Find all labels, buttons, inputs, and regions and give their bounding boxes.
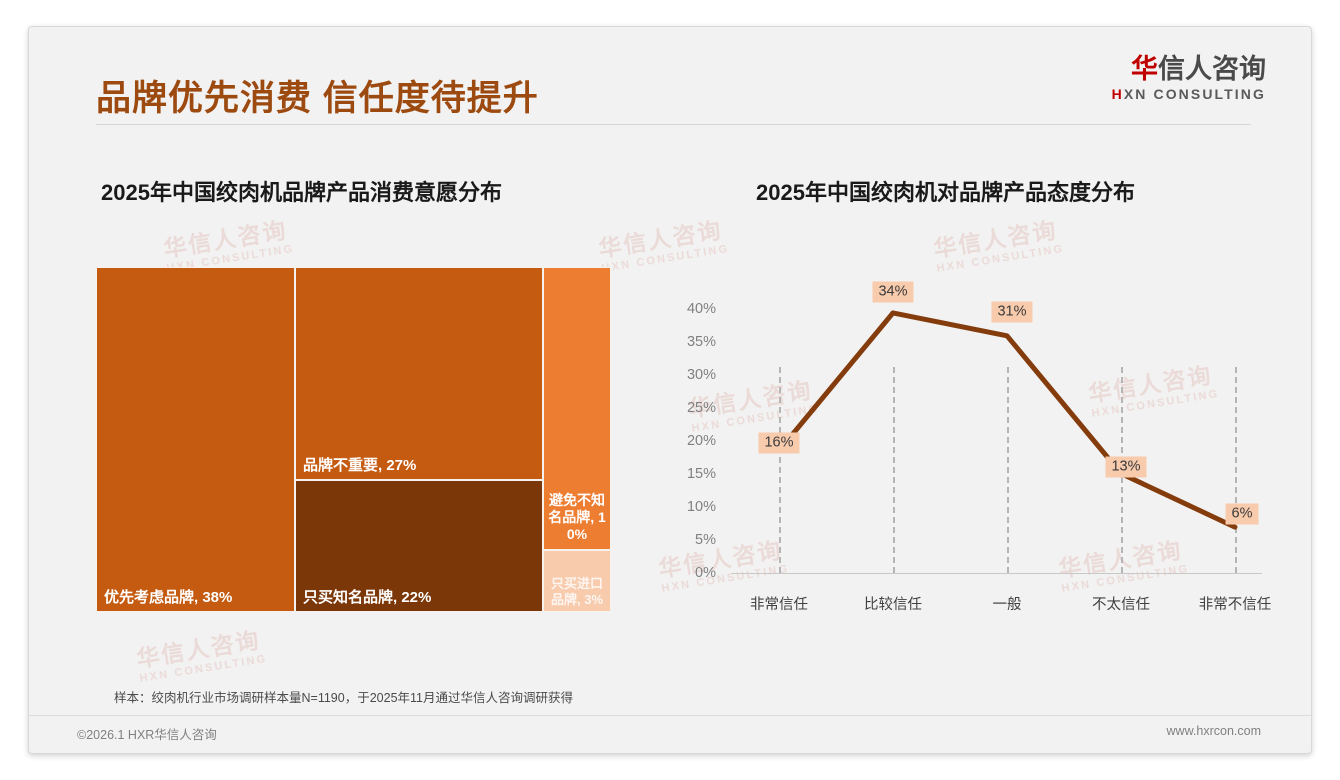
left-chart-title: 2025年中国绞肉机品牌产品消费意愿分布 (101, 180, 502, 205)
page-title: 品牌优先消费 信任度待提升 (96, 79, 539, 118)
treemap-cell-label: 优先考虑品牌, 38% (104, 589, 233, 606)
y-axis-tick: 10% (686, 499, 716, 515)
gridline-vertical (893, 367, 895, 573)
data-label: 34% (872, 281, 914, 303)
y-axis-tick: 30% (686, 367, 716, 383)
gridline-vertical (779, 367, 781, 573)
sample-footnote: 样本：绞肉机行业市场调研样本量N=1190，于2025年11月通过华信人咨询调研… (114, 691, 573, 705)
y-axis-tick: 5% (695, 532, 716, 548)
data-label: 31% (991, 301, 1033, 323)
data-label: 13% (1105, 456, 1147, 478)
website-url[interactable]: www.hxrcon.com (1166, 724, 1261, 738)
treemap-cell-label: 避免不知名品牌, 10% (548, 491, 606, 542)
x-axis-tick: 比较信任 (864, 597, 922, 613)
y-axis-tick: 40% (686, 301, 716, 317)
copyright-text: ©2026.1 HXR华信人咨询 (77, 728, 217, 742)
right-chart-title: 2025年中国绞肉机对品牌产品态度分布 (756, 180, 1135, 205)
watermark-cn: 华信人咨询 (161, 216, 290, 263)
x-axis-tick: 不太信任 (1092, 597, 1150, 613)
header-divider (96, 124, 1251, 125)
line-chart: 40% 35% 30% 25% 20% 15% 10% 5% 0% 16% 34… (654, 267, 1274, 613)
footer-divider (29, 715, 1311, 716)
x-axis-tick: 非常不信任 (1198, 597, 1272, 613)
watermark-cn: 华信人咨询 (134, 626, 263, 673)
y-axis-tick: 15% (686, 466, 716, 482)
slide-canvas: 品牌优先消费 信任度待提升 华信人咨询 HXN CONSULTING 2025年… (28, 26, 1312, 754)
x-axis-tick: 一般 (992, 597, 1022, 613)
y-axis-tick: 35% (686, 334, 716, 350)
watermark-cn: 华信人咨询 (931, 216, 1060, 263)
watermark-cn: 华信人咨询 (596, 216, 725, 263)
logo-hx-glyph: 华 (1131, 54, 1158, 84)
company-logo: 华信人咨询 HXN CONSULTING (1112, 56, 1266, 102)
gridline-vertical (1235, 367, 1237, 573)
data-label: 16% (758, 432, 800, 454)
treemap-cell-label: 只买进口品牌, 3% (550, 576, 603, 608)
treemap-cell-label: 只买知名品牌, 22% (303, 589, 432, 606)
y-axis-tick: 25% (686, 400, 716, 416)
y-axis-tick: 0% (695, 565, 716, 581)
logo-cn-rest: 信人咨询 (1158, 54, 1266, 84)
watermark-en: HXN CONSULTING (138, 652, 269, 685)
treemap-cell-priority-brand[interactable]: 优先考虑品牌, 38% (96, 267, 295, 612)
treemap-cell-famous-brand-only[interactable]: 只买知名品牌, 22% (295, 480, 543, 612)
data-label: 6% (1225, 503, 1259, 525)
watermark: 华信人咨询 HXN CONSULTING (135, 627, 268, 685)
y-axis-tick: 20% (686, 433, 716, 449)
treemap-chart: 优先考虑品牌, 38% 品牌不重要, 27% 只买知名品牌, 22% 避免不知名… (96, 267, 611, 612)
treemap-cell-avoid-unknown-brand[interactable]: 避免不知名品牌, 10% (543, 267, 611, 550)
logo-english-text: HXN CONSULTING (1112, 87, 1266, 101)
logo-chinese-text: 华信人咨询 (1112, 56, 1266, 83)
treemap-cell-imported-brand-only[interactable]: 只买进口品牌, 3% (543, 550, 611, 612)
logo-en-hx: H (1111, 86, 1124, 102)
treemap-cell-brand-unimportant[interactable]: 品牌不重要, 27% (295, 267, 543, 480)
treemap-cell-label: 品牌不重要, 27% (303, 457, 417, 474)
x-axis-tick: 非常信任 (750, 597, 808, 613)
line-series-path (776, 310, 1238, 530)
logo-en-rest: XN CONSULTING (1123, 86, 1266, 102)
gridline-vertical (1007, 367, 1009, 573)
x-axis-line (732, 573, 1262, 574)
line-series-svg (776, 310, 1238, 530)
